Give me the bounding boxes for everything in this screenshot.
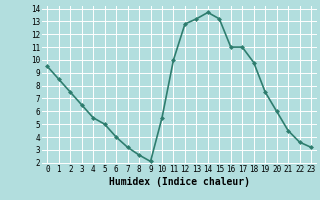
X-axis label: Humidex (Indice chaleur): Humidex (Indice chaleur) bbox=[109, 177, 250, 187]
